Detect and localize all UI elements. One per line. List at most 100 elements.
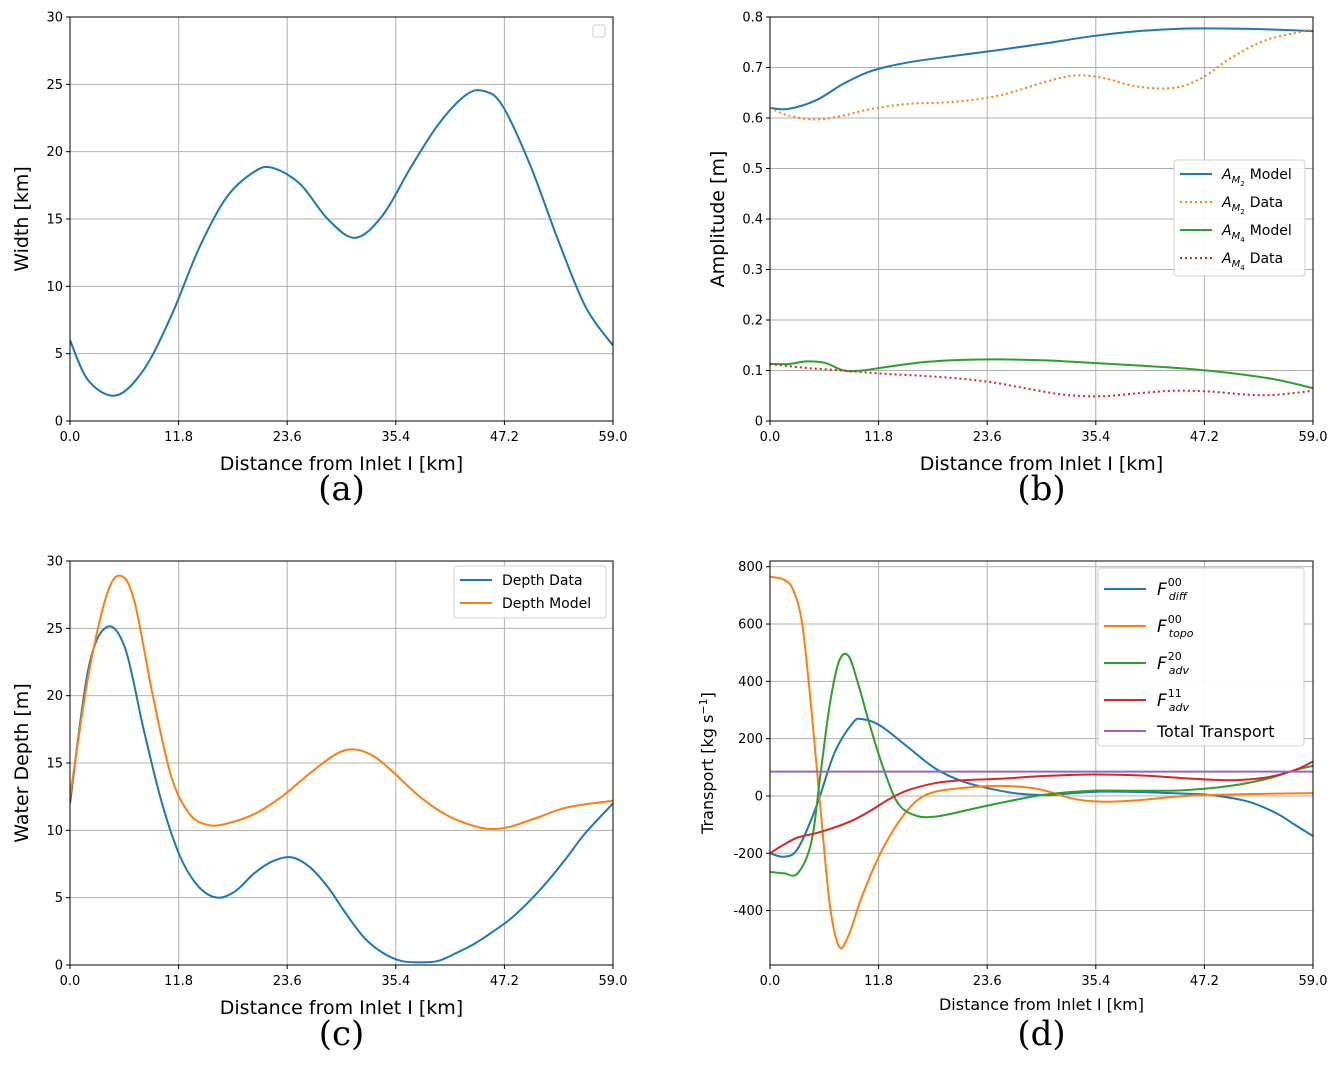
y-tick-label: -400 bbox=[733, 904, 763, 919]
series-line-a-m2-data bbox=[770, 28, 1313, 121]
legend-entry: AM4Model bbox=[1221, 223, 1292, 244]
legend-entry: F00 topo bbox=[1157, 613, 1194, 640]
y-tick-label: 10 bbox=[46, 280, 63, 295]
y-tick-label: 20 bbox=[46, 145, 63, 160]
legend-entry: AM2Data bbox=[1221, 195, 1283, 216]
series-line-depth-data bbox=[70, 625, 613, 964]
series-line-a-m2-model bbox=[770, 27, 1313, 111]
panel-b-amplitude-chart: 0.0 11.8 23.6 35.4 47.2 59.0 0 0.1 0.2 0.3 0.4 0.5 0… bbox=[707, 11, 1327, 510]
legend-entry: F11 adv bbox=[1157, 687, 1190, 714]
plot-frame bbox=[769, 16, 1314, 422]
legend-entry: Depth Data bbox=[502, 573, 583, 589]
y-axis-label: Amplitude [m] bbox=[707, 151, 729, 288]
x-tick-label: 0.0 bbox=[760, 430, 781, 445]
x-tick-label: 11.8 bbox=[864, 430, 893, 445]
y-tick-label: 25 bbox=[46, 78, 63, 93]
y-tick-label: 0 bbox=[755, 789, 763, 804]
legend-box bbox=[1173, 159, 1306, 277]
y-tick-label: 200 bbox=[738, 732, 763, 747]
x-tick-label: 47.2 bbox=[490, 974, 519, 989]
panel-c-water-depth-chart: 0.0 11.8 23.6 35.4 47.2 59.0 0 5 10 15 20 25 30 Dista… bbox=[11, 555, 627, 1055]
y-tick-label: 0.5 bbox=[742, 162, 763, 177]
y-tick-label: 0 bbox=[55, 959, 63, 974]
y-tick-label: 30 bbox=[46, 11, 63, 26]
panel-caption: (c) bbox=[319, 1014, 365, 1054]
x-tick-label: 23.6 bbox=[273, 430, 302, 445]
y-tick-label: 0 bbox=[55, 415, 63, 430]
y-tick-label: 0.8 bbox=[742, 11, 763, 26]
series-line-depth-model bbox=[70, 574, 613, 830]
panel-caption: (d) bbox=[1017, 1014, 1065, 1054]
series-line-a-m4-data bbox=[770, 362, 1313, 398]
legend-entry: AM4Data bbox=[1221, 251, 1283, 272]
x-axis-label: Distance from Inlet I [km] bbox=[220, 997, 463, 1019]
x-axis-label: Distance from Inlet I [km] bbox=[220, 453, 463, 475]
x-tick-label: 23.6 bbox=[973, 974, 1002, 989]
legend-entry: F00 diff bbox=[1157, 576, 1188, 603]
y-tick-label: 15 bbox=[46, 757, 63, 772]
series-line-f-00-topo bbox=[770, 575, 1313, 950]
y-tick-label: 15 bbox=[46, 213, 63, 228]
panel-a-width-chart: 0.0 11.8 23.6 35.4 47.2 59.0 0 5 10 15 20 25 30 Dista… bbox=[11, 11, 627, 510]
legend-entry: AM2Model bbox=[1221, 167, 1292, 188]
x-tick-label: 47.2 bbox=[1190, 974, 1219, 989]
y-tick-label: 5 bbox=[55, 891, 63, 906]
x-tick-label: 35.4 bbox=[1081, 974, 1110, 989]
y-axis-label: Width [km] bbox=[11, 166, 33, 272]
y-tick-label: 0.4 bbox=[742, 213, 763, 228]
x-axis-label: Distance from Inlet I [km] bbox=[920, 453, 1163, 475]
x-tick-label: 0.0 bbox=[60, 974, 81, 989]
y-tick-label: 400 bbox=[738, 675, 763, 690]
x-tick-label: 59.0 bbox=[1299, 974, 1328, 989]
x-tick-label: 0.0 bbox=[760, 974, 781, 989]
x-tick-label: 59.0 bbox=[599, 430, 628, 445]
series-line-f-20-adv bbox=[770, 652, 1313, 877]
x-tick-label: 11.8 bbox=[164, 974, 193, 989]
legend-box bbox=[1097, 567, 1305, 747]
x-tick-label: 0.0 bbox=[60, 430, 81, 445]
y-tick-label: 0.1 bbox=[742, 364, 763, 379]
x-tick-label: 47.2 bbox=[1190, 430, 1219, 445]
x-tick-label: 35.4 bbox=[381, 974, 410, 989]
y-axis-label: Water Depth [m] bbox=[11, 683, 33, 842]
plot-frame bbox=[69, 560, 614, 966]
y-axis-label: Transport [kg s−1] bbox=[697, 692, 718, 835]
y-tick-label: 600 bbox=[738, 618, 763, 633]
x-axis-label: Distance from Inlet I [km] bbox=[939, 995, 1144, 1014]
y-tick-label: 10 bbox=[46, 824, 63, 839]
y-tick-label: 5 bbox=[55, 347, 63, 362]
series-line-f-00-diff bbox=[770, 717, 1313, 858]
x-tick-label: 35.4 bbox=[381, 430, 410, 445]
x-tick-label: 23.6 bbox=[973, 430, 1002, 445]
panel-caption: (a) bbox=[318, 469, 365, 509]
series-line-a-m4-model bbox=[770, 358, 1313, 390]
empty-legend-box bbox=[592, 24, 606, 38]
plot-frame bbox=[69, 16, 614, 422]
y-tick-label: 0.2 bbox=[742, 314, 763, 329]
y-tick-label: 25 bbox=[46, 622, 63, 637]
x-tick-label: 59.0 bbox=[1299, 430, 1328, 445]
legend-entry: Total Transport bbox=[1156, 722, 1275, 741]
series-line-f-11-adv bbox=[770, 760, 1313, 855]
x-tick-label: 47.2 bbox=[490, 430, 519, 445]
y-tick-label: 0 bbox=[755, 415, 763, 430]
x-tick-label: 11.8 bbox=[864, 974, 893, 989]
x-tick-label: 59.0 bbox=[599, 974, 628, 989]
panel-d-transport-chart: 0.0 11.8 23.6 35.4 47.2 59.0 -400 -200 0 200 400 60… bbox=[697, 560, 1328, 1054]
y-tick-label: 0.3 bbox=[742, 263, 763, 278]
x-tick-label: 11.8 bbox=[164, 430, 193, 445]
y-tick-label: 800 bbox=[738, 560, 763, 575]
plot-frame bbox=[769, 560, 1314, 966]
legend-entry: F20 adv bbox=[1157, 650, 1190, 677]
legend-entry: Depth Model bbox=[502, 596, 591, 612]
y-tick-label: -200 bbox=[733, 847, 763, 862]
y-tick-label: 30 bbox=[46, 555, 63, 570]
series-line-width bbox=[70, 89, 613, 397]
y-tick-label: 20 bbox=[46, 689, 63, 704]
x-tick-label: 23.6 bbox=[273, 974, 302, 989]
y-tick-label: 0.7 bbox=[742, 61, 763, 76]
y-tick-label: 0.6 bbox=[742, 112, 763, 127]
x-tick-label: 35.4 bbox=[1081, 430, 1110, 445]
panel-caption: (b) bbox=[1017, 469, 1065, 509]
